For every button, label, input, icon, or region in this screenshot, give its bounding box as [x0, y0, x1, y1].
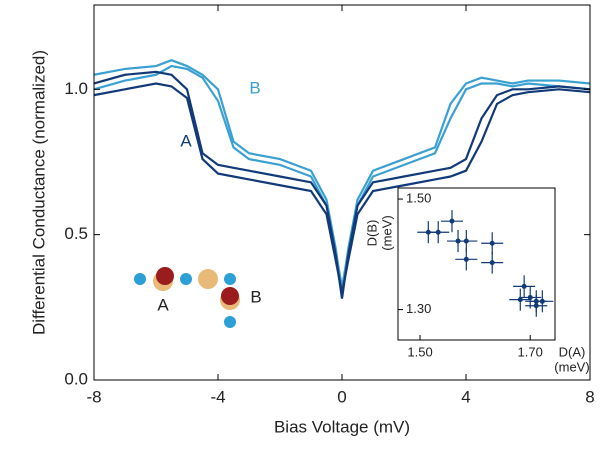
atom-label: A: [157, 295, 169, 314]
y-axis-label: (meV): [379, 215, 394, 250]
x-tick-label: -8: [86, 387, 101, 406]
x-tick-label: 1.70: [518, 344, 543, 359]
point: [449, 218, 455, 224]
atom-diagram: [134, 267, 240, 328]
x-axis-label: Bias Voltage (mV): [274, 417, 410, 436]
y-tick-label: 1.30: [406, 301, 431, 316]
point: [435, 229, 441, 235]
point: [489, 260, 495, 266]
point: [527, 294, 533, 300]
x-tick-label: 1.50: [407, 344, 432, 359]
point: [521, 283, 527, 289]
point: [463, 238, 469, 244]
point: [463, 256, 469, 262]
x-tick-label: 4: [461, 387, 470, 406]
y-tick-label: 1.0: [64, 79, 88, 98]
spectrum-line: [93, 82, 591, 294]
y-axis-label: Differential Conductance (normalized): [29, 50, 48, 335]
y-tick-label: 1.50: [406, 190, 431, 205]
y-tick-label: 0.5: [64, 224, 88, 243]
x-tick-label: 8: [585, 387, 594, 406]
x-tick-label: 0: [337, 387, 346, 406]
x-axis-label: (meV): [554, 359, 589, 374]
curve-label: A: [180, 131, 192, 150]
curve-label: B: [249, 78, 260, 97]
y-tick-label: 0.0: [64, 369, 88, 388]
x-tick-label: -4: [210, 387, 225, 406]
x-axis-label: D(A): [559, 344, 586, 359]
point: [517, 297, 523, 303]
inset-frame: [397, 187, 556, 341]
point: [539, 298, 545, 304]
atom-label: B: [250, 287, 261, 306]
point: [533, 303, 539, 309]
spectrum-line: [93, 70, 591, 299]
y-axis-label: D(B): [364, 220, 379, 247]
point: [489, 240, 495, 246]
spectrum-line: [93, 64, 591, 288]
